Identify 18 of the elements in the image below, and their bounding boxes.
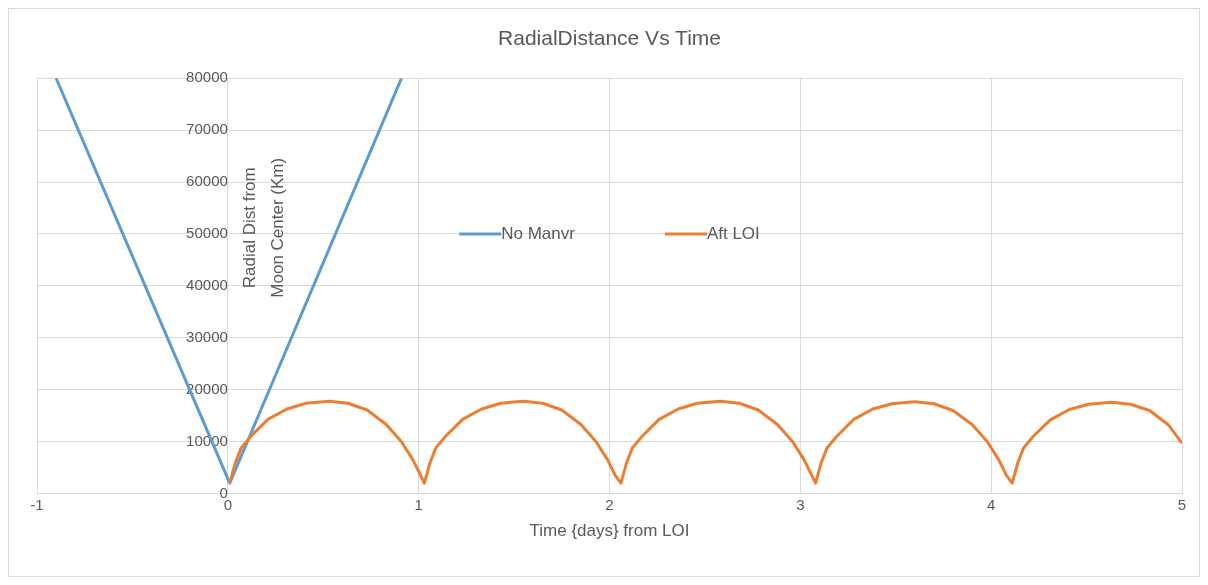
x-tick-label: 1 [414,495,423,513]
y-tick-label: 30000 [186,327,228,345]
legend-label: Aft LOI [706,223,760,243]
x-tick-label: 2 [605,495,614,513]
legend-label: No Manvr [501,223,576,243]
x-tick-label: 5 [1177,495,1187,513]
x-tick-label: -1 [30,495,44,513]
y-tick-label: 60000 [186,172,228,190]
y-tick-label: 50000 [186,224,228,242]
x-tick-label: 4 [986,495,996,513]
chart-title: RadialDistance Vs Time [498,26,721,50]
y-tick-label: 0 [219,483,228,501]
x-tick-label: 3 [796,495,805,513]
y-axis-title: Radial Dist from Moon Center (Km) [239,157,287,298]
y-tick-label: 40000 [186,276,228,294]
y-tick-label: 70000 [186,120,228,138]
y-tick-label: 80000 [186,68,228,86]
x-axis-title: Time {days} from LOI [529,521,690,541]
